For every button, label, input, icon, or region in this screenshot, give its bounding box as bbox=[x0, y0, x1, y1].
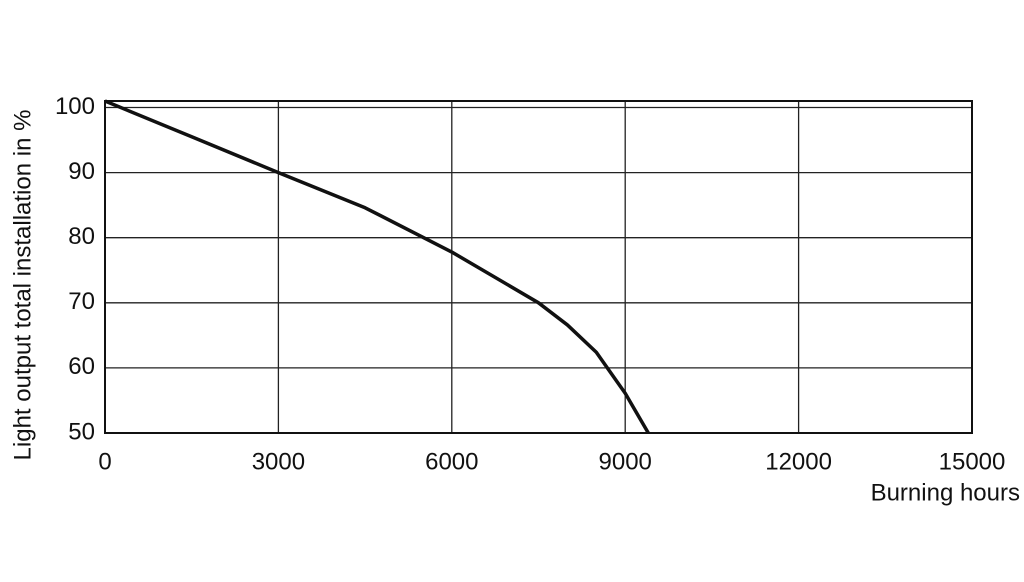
x-tick-label: 6000 bbox=[425, 448, 478, 475]
y-tick-label: 80 bbox=[68, 223, 95, 250]
x-tick-label: 9000 bbox=[599, 448, 652, 475]
plot-frame bbox=[104, 100, 973, 434]
x-axis-label: Burning hours bbox=[871, 479, 1020, 506]
y-tick-label: 70 bbox=[68, 288, 95, 315]
x-tick-label: 0 bbox=[98, 448, 111, 475]
x-tick-label: 15000 bbox=[939, 448, 1006, 475]
x-tick-label: 12000 bbox=[765, 448, 832, 475]
y-tick-label: 60 bbox=[68, 353, 95, 380]
y-tick-label: 90 bbox=[68, 158, 95, 185]
y-tick-label: 50 bbox=[68, 418, 95, 445]
y-axis-label: Light output total installation in % bbox=[9, 110, 36, 461]
data-line bbox=[104, 99, 650, 434]
y-tick-label: 100 bbox=[55, 93, 95, 120]
x-tick-label: 3000 bbox=[252, 448, 305, 475]
